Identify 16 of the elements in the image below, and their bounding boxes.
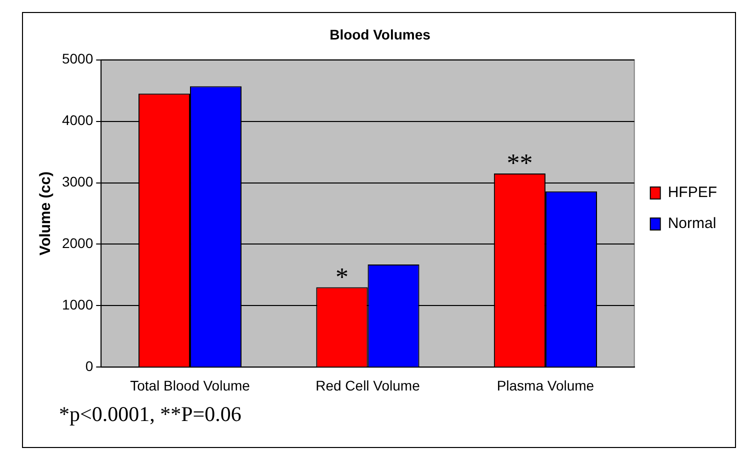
y-tick-label: 3000 (62, 174, 94, 190)
y-tick-label: 1000 (62, 296, 94, 313)
legend-label: Normal (668, 215, 716, 232)
y-tick-label: 4000 (62, 112, 94, 128)
legend-label: HFPEF (668, 184, 718, 202)
y-tick-label: 5000 (62, 50, 94, 67)
text: *p<0.0001, **P=0.06 (59, 402, 242, 427)
chart-title: Blood Volumes (330, 26, 431, 42)
y-tick-label: 2000 (62, 235, 94, 252)
x-tick-label: Plasma Volume (496, 377, 594, 394)
x-tick-label: Total Blood Volume (130, 377, 250, 394)
x-tick-label: Red Cell Volume (316, 377, 420, 394)
annotation: ** (506, 148, 533, 178)
y-axis-title: Volume (cc) (37, 172, 54, 256)
annotation: * (335, 262, 348, 292)
y-tick-label: 0 (85, 358, 94, 374)
